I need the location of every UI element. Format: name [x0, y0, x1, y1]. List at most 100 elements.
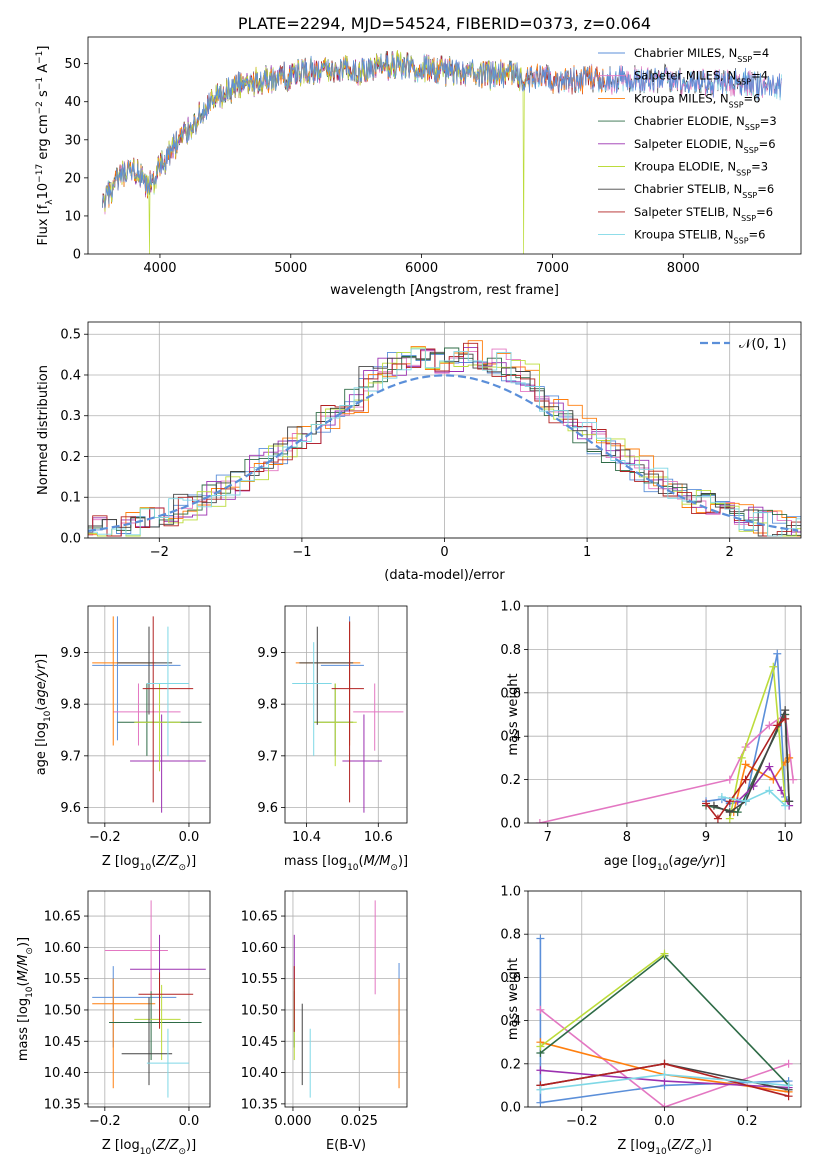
legend-name: Kroupa ELODIE, N	[634, 160, 736, 174]
label-part: −1	[35, 51, 45, 64]
x-tick-label: −0.2	[89, 830, 121, 845]
x-axis-label: mass [log10(M/M⊙)]	[284, 854, 408, 873]
legend-num: =6	[756, 205, 773, 219]
y-tick-label: 9.9	[60, 646, 81, 661]
legend-label: Salpeter MILES, NSSP=4	[634, 69, 768, 87]
spectrum-line-5	[102, 50, 527, 254]
y-axis-label: mass weight	[506, 958, 521, 1040]
x-tick-label: 8000	[667, 261, 700, 276]
axes-frame	[87, 36, 802, 255]
y-tick-label: 30	[64, 133, 81, 148]
x-tick-label: 6000	[405, 261, 438, 276]
label-part: 10	[140, 1147, 152, 1157]
y-tick-label: 40	[64, 95, 81, 110]
weight-marker	[769, 662, 778, 671]
weight-marker	[765, 786, 774, 795]
y-tick-label: 10.65	[44, 910, 81, 925]
y-tick-label: 0.2	[500, 773, 521, 788]
legend-num: =6	[744, 91, 761, 105]
legend-label: Chabrier MILES, NSSP=4	[634, 46, 769, 64]
age-vs-metallicity-panel: −0.2 0.09.69.79.89.9Z [log10(Z/Z⊙)]age [l…	[34, 605, 211, 873]
legend-label: 𝒩(0, 1)	[739, 337, 786, 352]
x-axis-label: Z [log10(Z/Z⊙)]	[102, 854, 196, 873]
spectrum-panel: 4000 5000 6000 7000 8000 0 10 20 30 40 50 PLATE=229…	[35, 14, 802, 298]
label-part: Z [log	[102, 854, 140, 869]
error-bar-1	[104, 900, 168, 992]
histogram-step-5	[88, 347, 801, 537]
x-tick-label: −0.2	[566, 1114, 598, 1129]
weight-marker	[660, 1103, 669, 1107]
error-bar-4	[342, 714, 382, 813]
y-tick-label: 0.5	[60, 328, 81, 343]
y-tick-label: 10.55	[241, 972, 278, 987]
error-bar-6	[121, 997, 173, 1086]
y-tick-label: 10.60	[44, 941, 81, 956]
legend-name: Chabrier MILES, N	[634, 46, 737, 60]
histogram-step-6	[88, 351, 801, 537]
label-part: 10	[655, 1147, 667, 1157]
label-part: age [log	[34, 722, 49, 775]
weight-vs-age-panel: 7 8 9 10 0.0 0.2 0.4 0.6 0.8 1.0 mass weight age [l…	[500, 600, 802, 873]
x-tick-label: 0.0	[179, 1114, 200, 1129]
label-part: s	[36, 90, 51, 101]
y-tick-label: 0.0	[500, 817, 521, 832]
legend-label: Salpeter ELODIE, NSSP=6	[634, 137, 776, 155]
label-part: )]	[398, 854, 408, 869]
mass-vs-metallicity-panel: −0.2 0.0 10.35 10.40 10.45 10.50 10.55 10.60 10.…	[16, 890, 211, 1157]
label-part: age/yr	[34, 662, 49, 705]
label-part: λ	[45, 199, 55, 205]
y-tick-label: 1.0	[500, 885, 521, 900]
legend-num: =3	[751, 160, 768, 174]
y-tick-label: 10.65	[241, 910, 278, 925]
weight-marker	[713, 814, 722, 823]
axes-frame	[284, 605, 408, 824]
y-tick-label: 0.0	[60, 532, 81, 547]
label-part: erg cm	[36, 114, 51, 163]
y-tick-label: 0.8	[500, 928, 521, 943]
weight-marker	[733, 808, 742, 817]
label-part: (	[668, 854, 673, 869]
legend-sub: SSP	[736, 168, 751, 177]
label-part: (	[16, 981, 31, 986]
weight-marker	[785, 797, 794, 806]
y-tick-label: 0.3	[60, 409, 81, 424]
y-tick-label: 9.8	[60, 698, 81, 713]
legend-sub: SSP	[729, 100, 744, 109]
weight-marker	[725, 808, 734, 817]
legend-label: Kroupa MILES, NSSP=6	[634, 91, 760, 109]
legend-name: Salpeter STELIB, N	[634, 205, 741, 219]
label-part: (	[359, 854, 364, 869]
error-bar-2	[92, 978, 156, 1089]
spectrum-line-0	[102, 54, 782, 209]
x-tick-label: 9	[702, 830, 710, 845]
y-tick-label: 0.4	[60, 368, 81, 383]
y-tick-label: 0.1	[60, 491, 81, 506]
x-tick-label: 0.025	[341, 1114, 378, 1129]
error-bar-2	[92, 616, 156, 746]
weight-marker	[536, 1098, 545, 1107]
weight-marker	[660, 1059, 669, 1068]
weight-marker	[765, 721, 774, 730]
y-tick-label: 1.0	[500, 600, 521, 615]
error-bar-7	[331, 621, 364, 803]
y-axis-label: mass weight	[506, 673, 521, 755]
legend-num: =4	[752, 46, 769, 60]
error-bar-0	[320, 616, 364, 741]
y-tick-label: 0	[73, 248, 81, 263]
weight-marker	[725, 775, 734, 784]
label-part: 10	[25, 986, 35, 998]
label-part: (	[151, 854, 156, 869]
y-tick-label: 10.40	[44, 1066, 81, 1081]
error-bar-5	[134, 683, 181, 772]
y-tick-label: 9.7	[60, 749, 81, 764]
normal-curve	[88, 374, 799, 532]
x-tick-label: 2	[726, 545, 734, 560]
weight-marker	[536, 1066, 545, 1075]
weight-marker	[781, 706, 790, 715]
y-tick-label: 20	[64, 171, 81, 186]
x-axis-label: age [log10(age/yr)]	[604, 854, 726, 873]
axes-frame	[87, 321, 802, 539]
y-tick-label: 10	[64, 209, 81, 224]
x-tick-label: 0.000	[274, 1114, 311, 1129]
label-part: )]	[34, 654, 49, 664]
